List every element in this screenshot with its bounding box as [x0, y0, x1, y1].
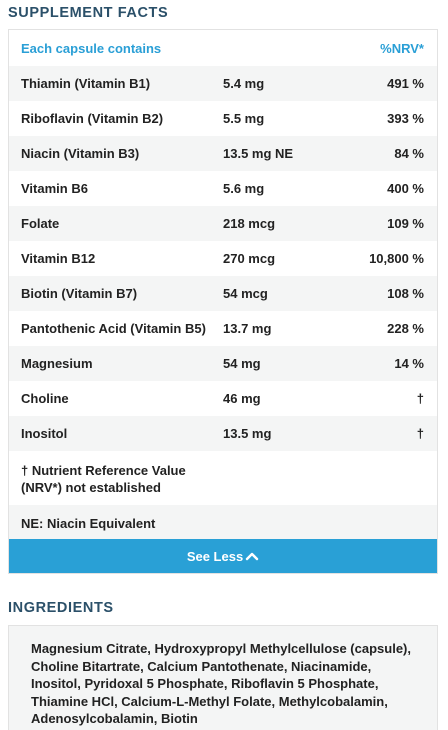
- nutrient-nrv: 491 %: [387, 76, 424, 91]
- supplement-facts-table: Each capsule contains %NRV* Thiamin (Vit…: [9, 30, 437, 541]
- ingredients-text: Magnesium Citrate, Hydroxypropyl Methylc…: [31, 641, 411, 726]
- see-less-button[interactable]: See Less: [9, 539, 437, 573]
- nutrient-amount: 5.6 mg: [223, 181, 265, 196]
- table-row: Magnesium 54 mg 14 %: [9, 346, 437, 381]
- nutrient-name: Pantothenic Acid (Vitamin B5): [21, 321, 206, 336]
- nutrient-nrv: 14 %: [394, 356, 424, 371]
- ingredients-title: INGREDIENTS: [8, 600, 114, 616]
- header-amount: [223, 30, 343, 66]
- niacin-equivalent-note: NE: Niacin Equivalent: [21, 515, 156, 531]
- nutrient-name: Biotin (Vitamin B7): [21, 286, 138, 301]
- nutrient-nrv: 84 %: [394, 146, 424, 161]
- nutrient-nrv: 109 %: [387, 216, 424, 231]
- nutrient-name: Magnesium: [21, 356, 93, 371]
- see-less-label: See Less: [186, 548, 244, 564]
- nutrient-amount: 13.5 mg: [223, 426, 272, 441]
- nutrient-name: Niacin (Vitamin B3): [21, 146, 140, 161]
- nutrient-nrv: 393 %: [387, 111, 424, 126]
- nutrient-amount: 54 mcg: [223, 286, 268, 301]
- table-header-row: Each capsule contains %NRV*: [9, 30, 437, 66]
- nutrient-amount: 13.7 mg: [223, 321, 272, 336]
- table-row: Choline 46 mg †: [9, 381, 437, 416]
- nutrient-nrv: 10,800 %: [369, 251, 424, 266]
- nutrient-amount: 13.5 mg NE: [223, 146, 294, 161]
- nutrient-amount: 54 mg: [223, 356, 261, 371]
- nutrient-nrv: †: [416, 426, 424, 441]
- nutrient-name: Inositol: [21, 426, 68, 441]
- supplement-facts-title: SUPPLEMENT FACTS: [8, 5, 169, 21]
- table-row: Pantothenic Acid (Vitamin B5) 13.7 mg 22…: [9, 311, 437, 346]
- nutrient-amount: 5.4 mg: [223, 76, 265, 91]
- footnote-row: † Nutrient Reference Value (NRV*) not es…: [9, 451, 437, 505]
- table-row: Riboflavin (Vitamin B2) 5.5 mg 393 %: [9, 101, 437, 136]
- table-row: Biotin (Vitamin B7) 54 mcg 108 %: [9, 276, 437, 311]
- table-row: Vitamin B6 5.6 mg 400 %: [9, 171, 437, 206]
- supplement-facts-panel: Each capsule contains %NRV* Thiamin (Vit…: [8, 29, 438, 574]
- header-nrv: %NRV*: [380, 40, 424, 56]
- ingredients-panel: Magnesium Citrate, Hydroxypropyl Methylc…: [8, 625, 438, 730]
- nrv-footnote: † Nutrient Reference Value (NRV*) not es…: [21, 463, 186, 495]
- nutrient-nrv: 108 %: [387, 286, 424, 301]
- table-row: Folate 218 mcg 109 %: [9, 206, 437, 241]
- nutrient-amount: 270 mcg: [223, 251, 276, 266]
- header-label: Each capsule contains: [21, 40, 162, 56]
- nutrient-amount: 218 mcg: [223, 216, 276, 231]
- ne-note-row: NE: Niacin Equivalent: [9, 505, 437, 541]
- nutrient-name: Folate: [21, 216, 60, 231]
- nutrient-name: Choline: [21, 391, 69, 406]
- nutrient-nrv: †: [416, 391, 424, 406]
- table-row: Inositol 13.5 mg †: [9, 416, 437, 451]
- chevron-up-icon: [245, 552, 259, 561]
- table-row: Thiamin (Vitamin B1) 5.4 mg 491 %: [9, 66, 437, 101]
- nutrient-amount: 5.5 mg: [223, 111, 265, 126]
- nutrient-nrv: 228 %: [387, 321, 424, 336]
- nutrient-name: Thiamin (Vitamin B1): [21, 76, 151, 91]
- nutrient-nrv: 400 %: [387, 181, 424, 196]
- nutrient-name: Vitamin B12: [21, 251, 96, 266]
- nutrient-amount: 46 mg: [223, 391, 261, 406]
- table-row: Vitamin B12 270 mcg 10,800 %: [9, 241, 437, 276]
- table-row: Niacin (Vitamin B3) 13.5 mg NE 84 %: [9, 136, 437, 171]
- nutrient-name: Vitamin B6: [21, 181, 88, 196]
- nutrient-name: Riboflavin (Vitamin B2): [21, 111, 164, 126]
